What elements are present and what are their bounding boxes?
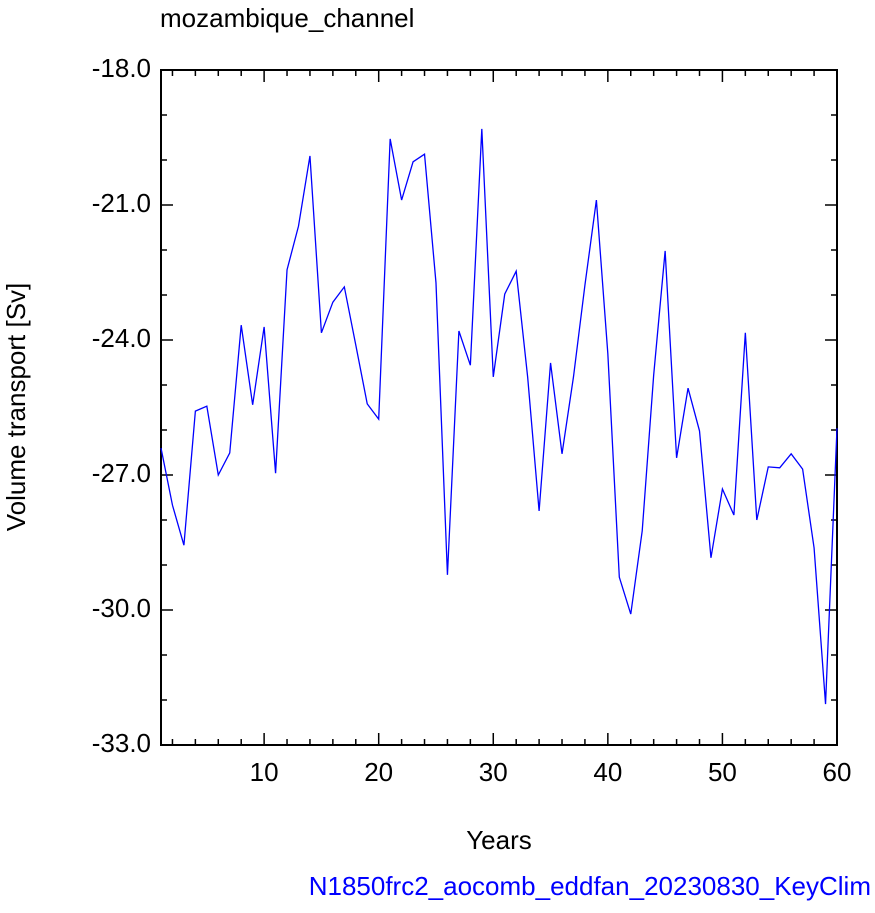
x-tick-label: 50 [708,757,737,787]
data-line [160,128,838,705]
y-tick-label: -27.0 [92,458,151,488]
y-tick-label: -30.0 [92,593,151,623]
y-tick-label: -18.0 [92,53,151,83]
y-tick-label: -33.0 [92,728,151,758]
footer: N1850frc2_aocomb_eddfan_20230830_KeyClim [309,871,871,901]
y-tick-label: -24.0 [92,323,151,353]
y-tick-label: -21.0 [92,188,151,218]
x-axis-label: Years [466,825,532,855]
x-tick-label: 40 [593,757,622,787]
x-tick-label: 10 [250,757,279,787]
plot-frame [160,69,838,746]
y-axis-label: Volume transport [Sv] [1,283,31,532]
chart-title: mozambique_channel [160,3,414,33]
x-tick-label: 60 [823,757,852,787]
x-tick-label: 20 [364,757,393,787]
x-tick-label: 30 [479,757,508,787]
